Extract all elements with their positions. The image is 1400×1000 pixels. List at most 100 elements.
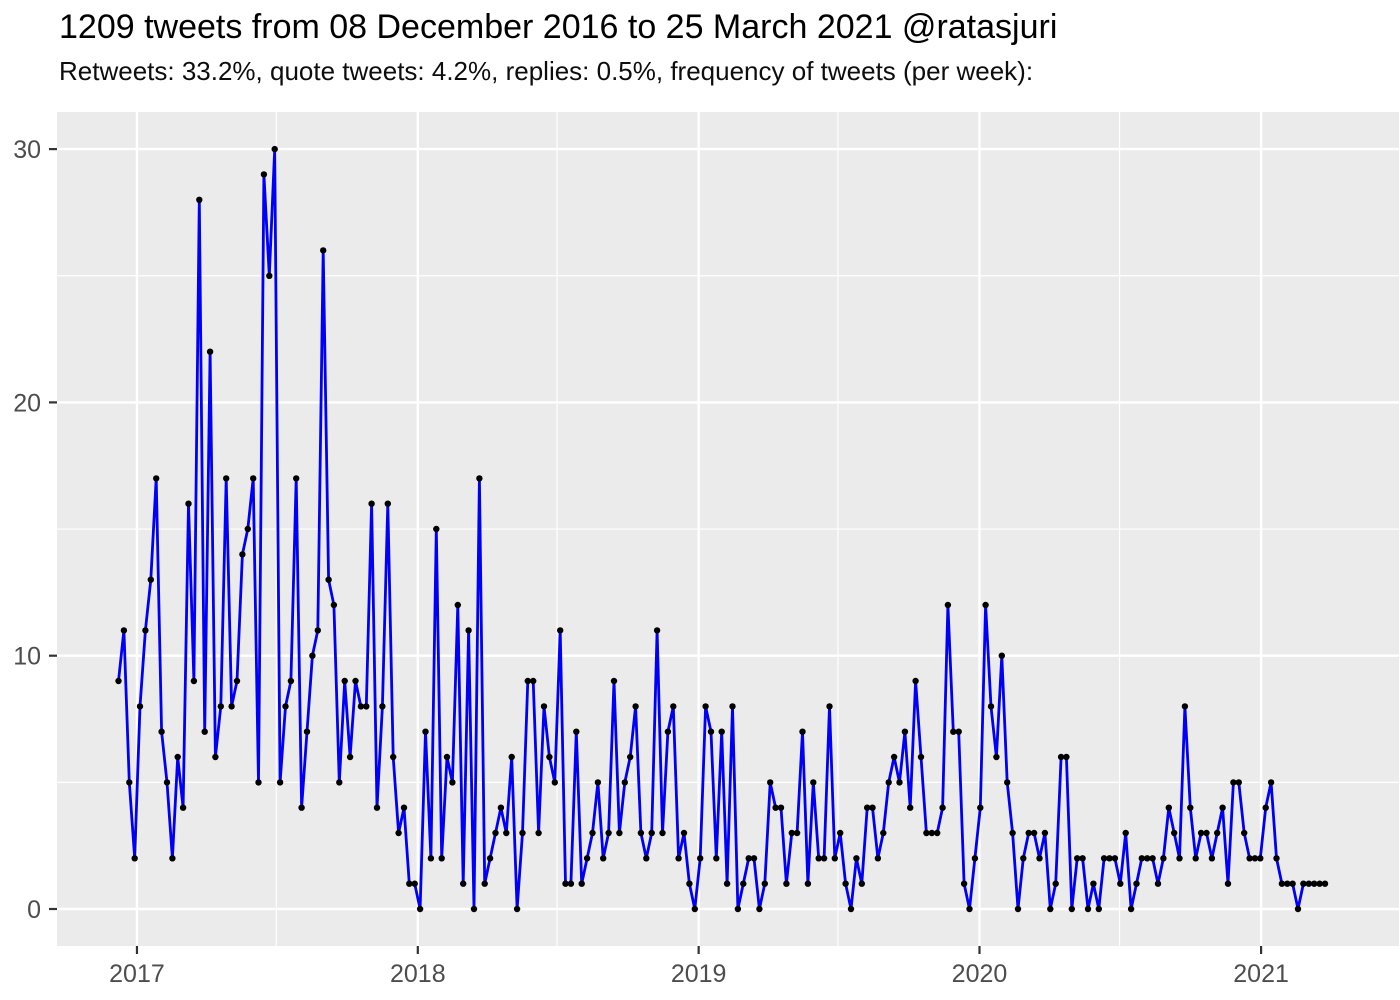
data-point (287, 677, 295, 685)
data-point (756, 905, 763, 913)
data-point (293, 475, 300, 482)
data-point (1025, 829, 1032, 837)
data-point (1020, 855, 1027, 862)
data-point (982, 601, 989, 609)
data-point (874, 855, 882, 862)
data-point (858, 880, 865, 887)
data-point (648, 829, 655, 837)
data-point (777, 804, 785, 811)
data-point (1289, 880, 1296, 887)
data-point (1149, 855, 1156, 862)
data-point (664, 728, 672, 735)
data-point (767, 779, 774, 786)
data-point (793, 829, 801, 837)
data-point (826, 703, 833, 710)
data-point (1154, 880, 1162, 887)
data-point (163, 779, 171, 786)
data-point (1273, 855, 1280, 862)
data-point (1106, 855, 1113, 862)
data-point (470, 905, 478, 913)
data-point (400, 804, 408, 811)
data-point (837, 829, 844, 837)
data-point (1176, 855, 1183, 862)
data-point (303, 728, 311, 735)
data-point (977, 804, 984, 811)
data-point (201, 728, 208, 735)
data-point (363, 703, 370, 710)
data-point (535, 829, 542, 837)
data-point (697, 855, 704, 862)
data-point (1090, 880, 1097, 887)
data-point (196, 196, 203, 203)
data-point (912, 677, 919, 685)
data-point (723, 880, 731, 887)
data-point (524, 677, 531, 685)
data-point (578, 880, 585, 887)
data-point (853, 855, 860, 862)
data-point (443, 753, 451, 761)
data-point (158, 728, 165, 735)
data-point (842, 880, 849, 887)
data-point (1257, 855, 1264, 862)
data-point (1063, 753, 1070, 761)
data-point (740, 880, 747, 887)
data-point (1138, 855, 1146, 862)
y-axis-label: 30 (13, 136, 41, 164)
data-point (594, 779, 602, 786)
data-point (1057, 753, 1065, 761)
x-axis-label: 2019 (671, 960, 727, 988)
data-point (632, 703, 639, 710)
data-point (1165, 804, 1173, 811)
data-point (1214, 829, 1221, 837)
data-point (637, 829, 645, 837)
data-point (540, 703, 548, 710)
data-point (309, 652, 316, 659)
data-point (600, 855, 607, 862)
data-point (433, 525, 440, 533)
data-point (384, 500, 391, 507)
data-point (228, 703, 235, 710)
data-point (966, 905, 973, 913)
data-point (761, 880, 768, 887)
data-point (573, 728, 580, 735)
data-point (250, 475, 257, 482)
data-point (1111, 855, 1119, 862)
data-point (115, 677, 122, 685)
data-point (352, 677, 359, 685)
data-point (465, 627, 472, 634)
data-point (1004, 779, 1011, 786)
data-point (336, 779, 343, 786)
data-point (1095, 905, 1103, 913)
data-point (368, 500, 375, 507)
data-point (783, 880, 790, 887)
data-point (206, 348, 214, 355)
data-point (707, 728, 715, 735)
data-point (1014, 905, 1022, 913)
data-point (971, 855, 979, 862)
data-point (390, 753, 397, 761)
data-point (831, 855, 838, 862)
data-point (239, 551, 246, 558)
data-point (605, 829, 612, 837)
data-point (513, 905, 521, 913)
data-point (276, 779, 284, 786)
data-point (223, 475, 230, 482)
data-point (1133, 880, 1140, 887)
data-point (610, 677, 618, 685)
data-point (1068, 905, 1076, 913)
data-point (562, 880, 569, 887)
data-point (1251, 855, 1259, 862)
data-point (987, 703, 995, 710)
x-axis-label: 2017 (109, 960, 165, 988)
data-point (1041, 829, 1049, 837)
data-point (1294, 905, 1302, 913)
data-point (653, 627, 661, 634)
data-point (244, 525, 251, 533)
data-point (750, 855, 758, 862)
data-point (928, 829, 935, 837)
data-point (153, 475, 160, 482)
data-point (1267, 779, 1275, 786)
data-point (885, 779, 892, 786)
data-point (804, 880, 812, 887)
data-point (1235, 779, 1243, 786)
